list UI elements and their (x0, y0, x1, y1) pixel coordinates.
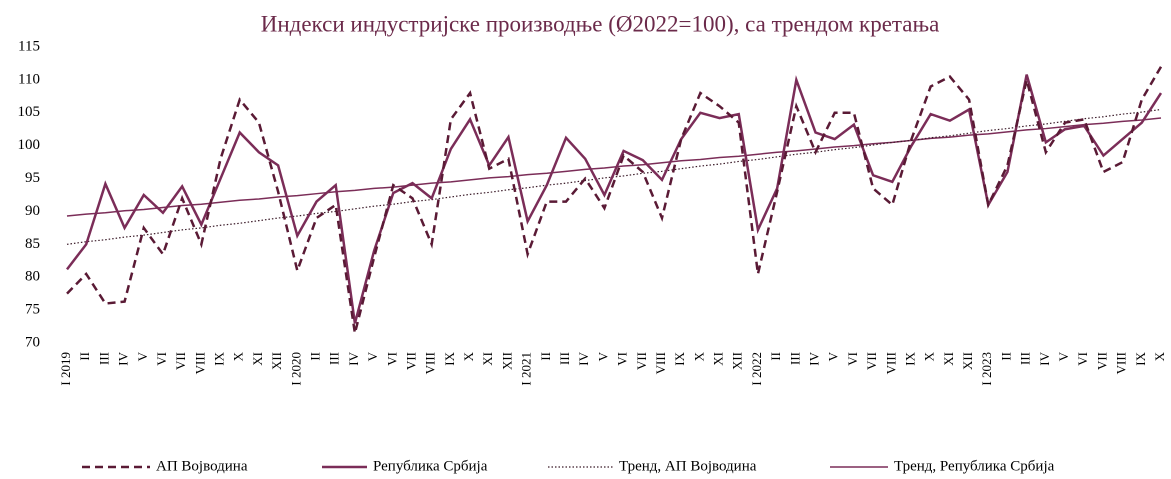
x-tick-label: V (1056, 351, 1071, 361)
x-tick-label: I 2022 (749, 352, 764, 386)
x-tick-label: VII (173, 352, 188, 370)
x-tick-label: XII (269, 352, 284, 370)
y-tick-label: 95 (25, 170, 40, 186)
x-tick-label: VIII (653, 352, 668, 374)
x-tick-label: IX (902, 351, 917, 365)
x-tick-label: V (365, 351, 380, 361)
x-tick-label: IX (672, 351, 687, 365)
x-tick-label: IX (212, 351, 227, 365)
series-line (66, 117, 1162, 217)
x-tick-label: I 2021 (519, 352, 534, 386)
x-tick-label: VIII (423, 352, 438, 374)
y-tick-label: 85 (25, 236, 40, 252)
x-tick-label: III (96, 352, 111, 365)
x-tick-label: I 2023 (979, 352, 994, 386)
y-tick-label: 80 (25, 269, 40, 285)
x-tick-label: IX (1133, 351, 1148, 365)
x-tick-label: V (135, 351, 150, 361)
x-tick-label: XII (499, 352, 514, 370)
x-tick-label: III (1018, 352, 1033, 365)
series-line (66, 74, 1163, 324)
x-tick-label: VI (1075, 352, 1090, 366)
x-tick-label: VII (403, 352, 418, 370)
x-tick-label: IX (442, 351, 457, 365)
x-tick-label: VII (1094, 352, 1109, 370)
x-tick-label: X (691, 351, 706, 361)
x-tick-label: VI (384, 352, 399, 366)
x-tick-label: VIII (1114, 352, 1129, 374)
x-tick-label: X (922, 351, 937, 361)
x-tick-label: II (768, 352, 783, 361)
x-tick-label: III (327, 352, 342, 365)
y-tick-label: 100 (18, 137, 41, 153)
x-tick-label: VII (864, 352, 879, 370)
x-tick-label: III (787, 352, 802, 365)
x-tick-label: II (77, 352, 92, 361)
x-tick-label: V (826, 351, 841, 361)
x-tick-label: VI (615, 352, 630, 366)
x-tick-label: I 2019 (58, 352, 73, 386)
legend-label: Тренд, АП Војводина (619, 458, 757, 474)
x-tick-label: XII (960, 352, 975, 370)
legend-label: Тренд, Република Србија (894, 458, 1055, 474)
x-tick-label: V (595, 351, 610, 361)
x-tick-label: X (1152, 351, 1167, 361)
x-tick-label: XII (730, 352, 745, 370)
x-tick-label: IV (807, 351, 822, 365)
x-tick-label: X (461, 351, 476, 361)
x-tick-label: III (557, 352, 572, 365)
x-tick-label: XI (250, 352, 265, 366)
x-tick-label: XI (941, 352, 956, 366)
x-tick-label: II (538, 352, 553, 361)
x-tick-label: II (307, 352, 322, 361)
x-tick-label: XI (480, 352, 495, 366)
legend-label: АП Војводина (156, 458, 248, 474)
chart-title: Индекси индустријске производње (Ø2022=1… (261, 11, 940, 36)
x-tick-label: VIII (192, 352, 207, 374)
x-tick-label: IV (116, 351, 131, 365)
x-tick-label: IV (346, 351, 361, 365)
y-tick-label: 70 (25, 334, 40, 350)
y-tick-label: 115 (18, 38, 40, 54)
x-tick-label: VI (154, 352, 169, 366)
series-line (66, 66, 1163, 334)
y-tick-label: 105 (18, 104, 41, 120)
y-tick-label: 90 (25, 203, 40, 219)
x-tick-label: XI (711, 352, 726, 366)
x-tick-label: VI (845, 352, 860, 366)
x-tick-label: X (231, 351, 246, 361)
x-tick-label: VII (634, 352, 649, 370)
y-tick-label: 110 (18, 71, 40, 87)
x-tick-label: I 2020 (288, 352, 303, 386)
x-tick-label: IV (576, 351, 591, 365)
legend-label: Република Србија (373, 458, 488, 474)
x-tick-label: VIII (883, 352, 898, 374)
x-tick-label: II (998, 352, 1013, 361)
y-tick-label: 75 (25, 302, 40, 318)
x-tick-label: IV (1037, 351, 1052, 365)
